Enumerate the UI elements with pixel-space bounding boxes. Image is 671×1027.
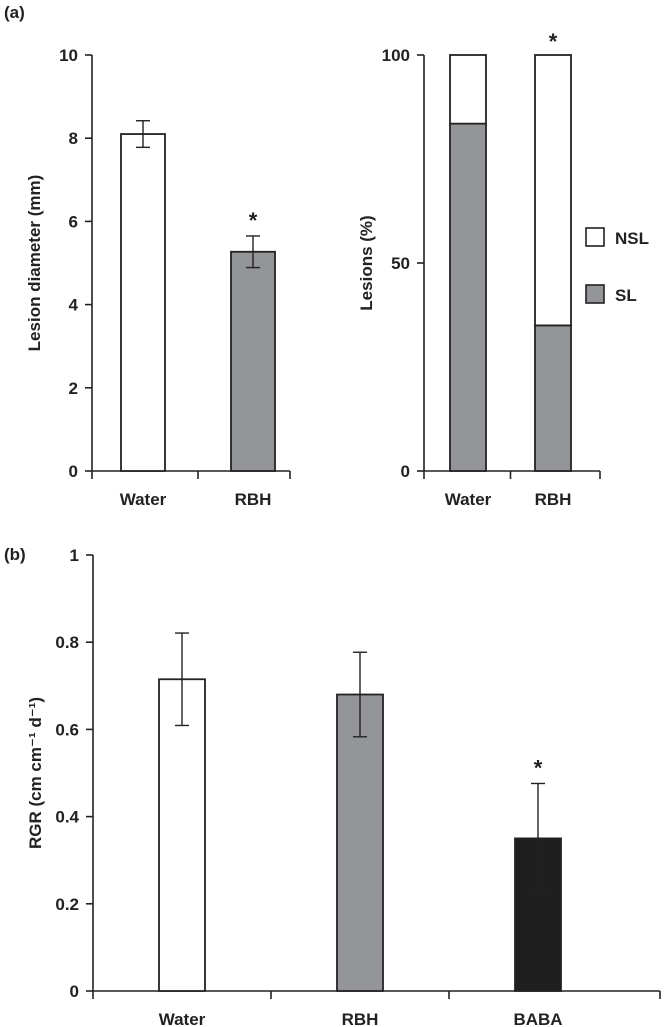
y-axis-title: Lesion diameter (mm) (25, 175, 44, 352)
significance-marker: * (249, 208, 258, 233)
x-category-label: Water (159, 1010, 206, 1027)
bar-segment-nsl (449, 54, 487, 125)
y-axis-title: RGR (cm cm⁻¹ d⁻¹) (26, 697, 45, 849)
y-axis-title: Lesions (%) (357, 215, 376, 310)
y-tick-label: 100 (382, 46, 410, 65)
significance-marker: * (549, 29, 558, 54)
legend-label-nsl: NSL (615, 229, 649, 248)
y-tick-label: 50 (391, 254, 410, 273)
x-category-label: RBH (535, 490, 572, 509)
bar-rbh (230, 250, 276, 472)
bar-segment-nsl (534, 54, 572, 327)
y-tick-label: 0 (401, 462, 410, 481)
legend-swatch-nsl (585, 227, 605, 247)
y-tick-label: 0 (70, 982, 79, 1001)
significance-marker: * (534, 755, 543, 780)
y-tick-label: 0 (69, 462, 78, 481)
x-category-label: BABA (513, 1010, 562, 1027)
y-tick-label: 1 (70, 546, 79, 565)
y-tick-label: 2 (69, 379, 78, 398)
x-category-label: RBH (342, 1010, 379, 1027)
bar-segment-sl (534, 324, 572, 472)
panel-label-a: (a) (4, 3, 25, 22)
y-tick-label: 6 (69, 212, 78, 231)
y-tick-label: 8 (69, 129, 78, 148)
x-category-label: Water (120, 490, 167, 509)
chart-a-lesions-percent: 0 50 100 Water RBH Lesions (%) * NSL SL (357, 29, 649, 509)
panel-label-b: (b) (4, 545, 26, 564)
y-tick-label: 10 (59, 46, 78, 65)
bar-water (120, 133, 166, 472)
legend-label-sl: SL (615, 286, 637, 305)
bar-rbh (336, 693, 384, 992)
y-tick-label: 0.2 (55, 895, 79, 914)
y-tick-label: 4 (69, 296, 79, 315)
y-tick-label: 0.6 (55, 720, 79, 739)
y-tick-label: 0.4 (55, 808, 79, 827)
chart-a-lesion-diameter: 0 2 4 6 8 10 Water RBH Lesion diameter (mm) * (25, 46, 291, 509)
y-tick-label: 0.8 (55, 633, 79, 652)
x-category-label: Water (445, 490, 492, 509)
x-category-label: RBH (235, 490, 272, 509)
bar-segment-sl (449, 122, 487, 472)
legend-swatch-sl (585, 284, 605, 304)
chart-b-rgr: 0 0.2 0.4 0.6 0.8 1 Water RBH BABA RGR (cm cm⁻¹ d… (26, 546, 661, 1027)
